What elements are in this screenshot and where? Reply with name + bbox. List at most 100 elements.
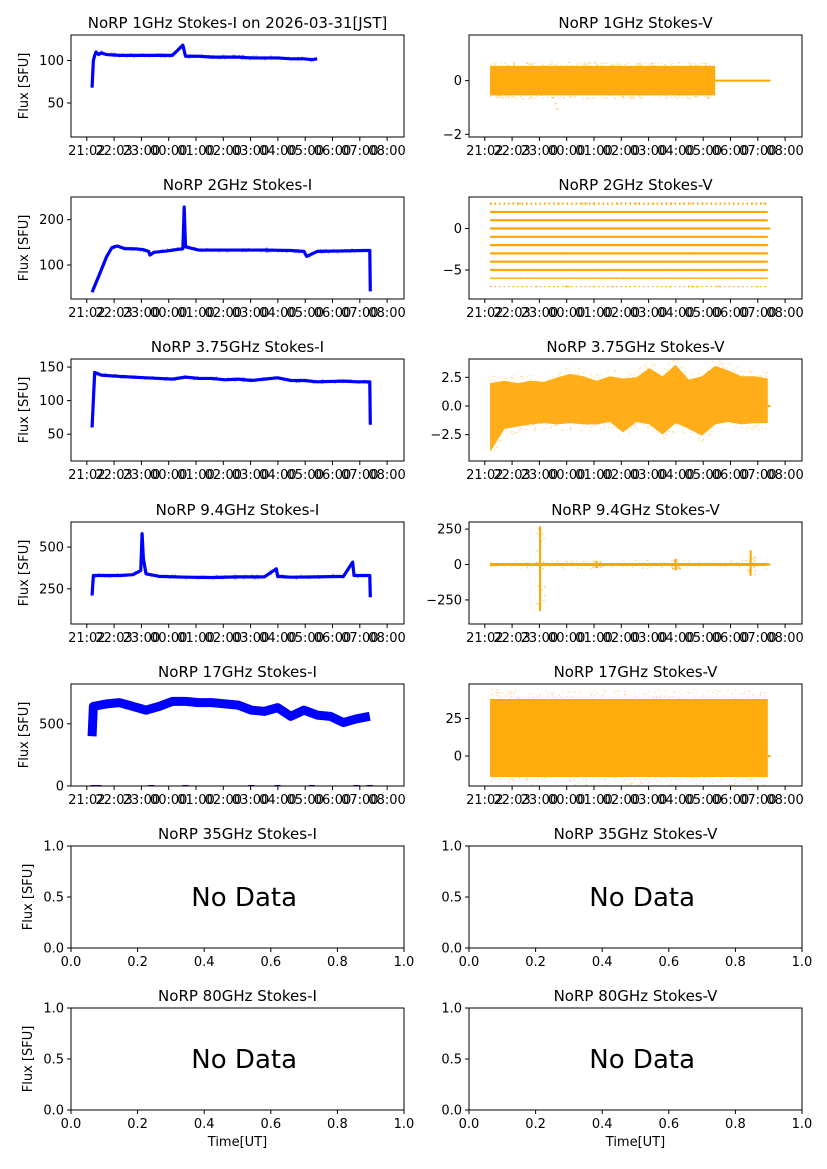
data-point [688,62,690,64]
data-point [260,251,263,253]
x-tick-label: 21:02 [466,144,503,159]
x-tick-label: 23:00 [123,793,160,808]
data-point [656,227,659,230]
data-point [592,426,594,428]
data-point [493,450,496,452]
y-tick-label: 1.0 [43,1002,64,1017]
data-point [239,706,241,708]
data-point [757,428,760,430]
data-point [565,64,567,66]
data-point [121,376,123,378]
data-point [532,424,534,426]
data-point [519,244,522,246]
data-point [110,52,113,54]
data-point [132,249,134,252]
data-point [208,248,210,250]
data-point [686,96,688,98]
data-point [746,427,748,429]
data-point [184,376,186,378]
data-point [691,63,693,65]
data-point [340,379,342,382]
data-point [764,372,766,374]
y-tick-label: 0.0 [441,942,462,957]
data-point [293,713,295,716]
x-tick-label: 01:00 [177,793,214,808]
data-point [152,707,154,710]
data-point [500,62,502,64]
data-point [201,703,204,705]
data-point [229,55,231,57]
data-point [746,429,748,431]
x-tick-label: 07:00 [341,144,378,159]
data-point [279,249,281,251]
data-point [147,706,149,709]
data-point [592,698,594,700]
data-point [536,777,538,779]
data-point [144,566,146,569]
data-point [504,563,506,565]
data-point [98,705,100,707]
data-point [142,250,145,252]
data-point [264,56,267,58]
data-point [164,53,166,55]
data-point [278,249,280,252]
x-tick-label: 02:00 [603,144,640,159]
data-point [589,211,591,213]
data-point [301,380,303,382]
data-point [341,720,343,722]
data-point [661,566,663,568]
data-point [353,573,355,576]
data-point [116,573,119,576]
data-point [678,697,680,699]
data-point [633,375,636,377]
data-point [167,574,169,577]
x-tick-label: 22:03 [493,793,530,808]
data-point [527,277,530,280]
data-point [543,594,546,597]
data-point [559,372,562,374]
data-point [254,577,256,579]
y-tick-label: 100 [39,394,64,409]
data-point [537,252,540,255]
data-point [224,57,226,59]
data-point [734,783,736,785]
data-point [153,706,155,708]
y-tick-label: 0.0 [43,1104,64,1119]
data-point [596,374,598,376]
data-point [131,248,133,251]
x-tick-label: 0.8 [725,955,746,970]
data-point [751,782,753,785]
axes-frame [468,1007,803,1111]
data-point [731,369,734,371]
data-point [534,564,537,566]
data-point [135,571,138,573]
data-point [137,572,139,575]
data-point [195,56,197,58]
data-point [285,711,288,713]
data-point [190,700,192,703]
data-point [150,706,153,708]
data-point [751,202,754,205]
data-point [664,368,666,370]
y-tick-label: 0 [56,780,64,795]
data-point [364,379,366,382]
data-point [554,429,556,431]
data-point [643,693,645,695]
data-point [750,779,752,781]
data-point [553,425,555,427]
x-tick-label: 23:00 [123,144,160,159]
data-point [704,776,706,778]
data-point [280,709,282,712]
y-axis-label: Flux [SFU] [17,53,32,120]
data-point [693,778,695,780]
x-tick-label: 00:00 [548,631,585,646]
data-point [702,694,704,696]
x-tick-label: 02:00 [205,306,242,321]
data-point [652,64,654,67]
data-point [583,372,585,374]
data-point [726,367,728,369]
data-point [644,563,646,565]
data-point [349,563,351,566]
subplot-p2v: NoRP 2GHz Stokes-V21:0222:0323:0000:0001… [443,176,804,321]
data-point [526,252,529,255]
